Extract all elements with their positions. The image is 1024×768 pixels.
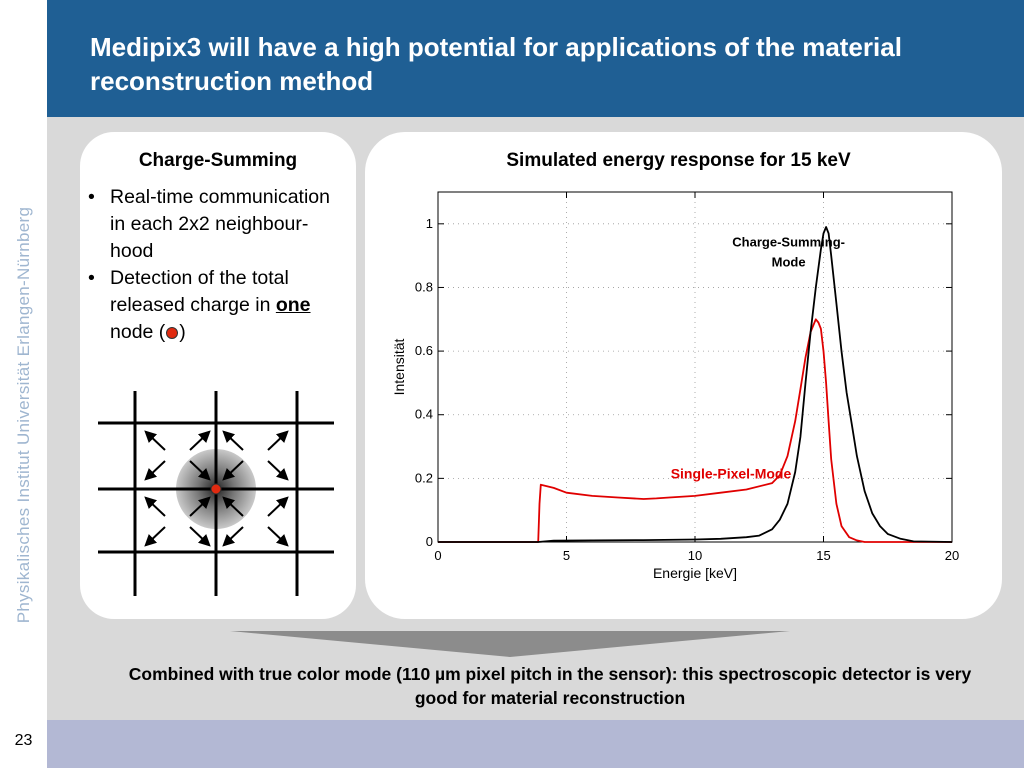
annotation-single-pixel-mode: Single-Pixel-Mode xyxy=(671,465,792,481)
arrow-icon xyxy=(267,460,289,481)
x-tick-label: 20 xyxy=(945,548,959,563)
arrow-icon xyxy=(189,430,211,451)
arrow-icon xyxy=(189,496,211,517)
bullet-text: Detection of the total released charge i… xyxy=(110,267,289,316)
bullet-text: node ( xyxy=(110,321,166,343)
bullet-text: Real-time communication in each 2x2 neig… xyxy=(110,186,330,262)
arrow-icon xyxy=(267,526,289,547)
annotation-charge-summing-mode: Charge-Summing-Mode xyxy=(732,235,845,270)
red-node-dot-icon xyxy=(166,326,179,339)
side-text-label: Physikalisches Institut Universität Erla… xyxy=(14,206,33,624)
side-vertical-text: Physikalisches Institut Universität Erla… xyxy=(0,0,47,720)
y-axis-label: Intensität xyxy=(391,338,407,395)
arrow-icon xyxy=(222,526,244,547)
y-tick-label: 0.2 xyxy=(415,470,433,485)
conclusion-text: Combined with true color mode (110 µm pi… xyxy=(128,664,972,708)
y-tick-label: 0.6 xyxy=(415,343,433,358)
y-tick-label: 1 xyxy=(426,216,433,231)
page-number: 23 xyxy=(14,732,33,749)
arrow-icon xyxy=(267,430,289,451)
bullet-emphasis: one xyxy=(275,294,311,316)
x-axis-label: Energie [keV] xyxy=(653,565,737,581)
red-node-dot-icon xyxy=(210,483,222,495)
footer-bar xyxy=(47,720,1024,768)
y-tick-label: 0.4 xyxy=(415,407,433,422)
arrow-group xyxy=(144,430,289,547)
x-tick-label: 5 xyxy=(563,548,570,563)
energy-response-chart: 0 5 10 15 20 0 0.2 0.4 0.6 0.8 1 Energie [keV] Inten… xyxy=(391,191,959,581)
arrow-icon xyxy=(144,430,166,451)
arrow-icon xyxy=(144,460,166,481)
x-tick-label: 10 xyxy=(688,548,702,563)
arrow-icon xyxy=(189,460,211,481)
bullet-list: • Real-time communication in each 2x2 nei… xyxy=(86,184,348,346)
arrow-icon xyxy=(144,526,166,547)
y-tick-label: 0 xyxy=(426,534,433,549)
page-number-box xyxy=(0,720,47,768)
arrow-icon xyxy=(222,496,244,517)
down-arrow-shape xyxy=(230,631,790,657)
x-tick-label: 0 xyxy=(434,548,441,563)
bullet-text: ) xyxy=(179,321,186,343)
left-panel-heading: Charge-Summing xyxy=(138,150,298,171)
bullet-item: • Detection of the total released charge … xyxy=(86,265,348,346)
y-tick-label: 0.8 xyxy=(415,279,433,294)
series-line-charge-summing-mode xyxy=(438,226,953,543)
bullet-dot-icon: • xyxy=(88,267,95,289)
x-tick-label: 15 xyxy=(816,548,830,563)
left-panel xyxy=(80,132,356,619)
arrow-icon xyxy=(222,460,244,481)
arrow-icon xyxy=(144,496,166,517)
charge-summing-grid-diagram xyxy=(98,391,334,596)
arrow-icon xyxy=(222,430,244,451)
series-line-single-pixel-mode xyxy=(438,318,952,543)
chart-title: Simulated energy response for 15 keV xyxy=(506,150,851,171)
title-bar xyxy=(47,0,1024,117)
arrow-icon xyxy=(267,496,289,517)
left-band xyxy=(0,0,47,720)
bullet-item: • Real-time communication in each 2x2 nei… xyxy=(86,184,348,265)
slide-title: Medipix3 will have a high potential for … xyxy=(90,32,902,96)
bullet-dot-icon: • xyxy=(88,186,95,208)
arrow-icon xyxy=(189,526,211,547)
